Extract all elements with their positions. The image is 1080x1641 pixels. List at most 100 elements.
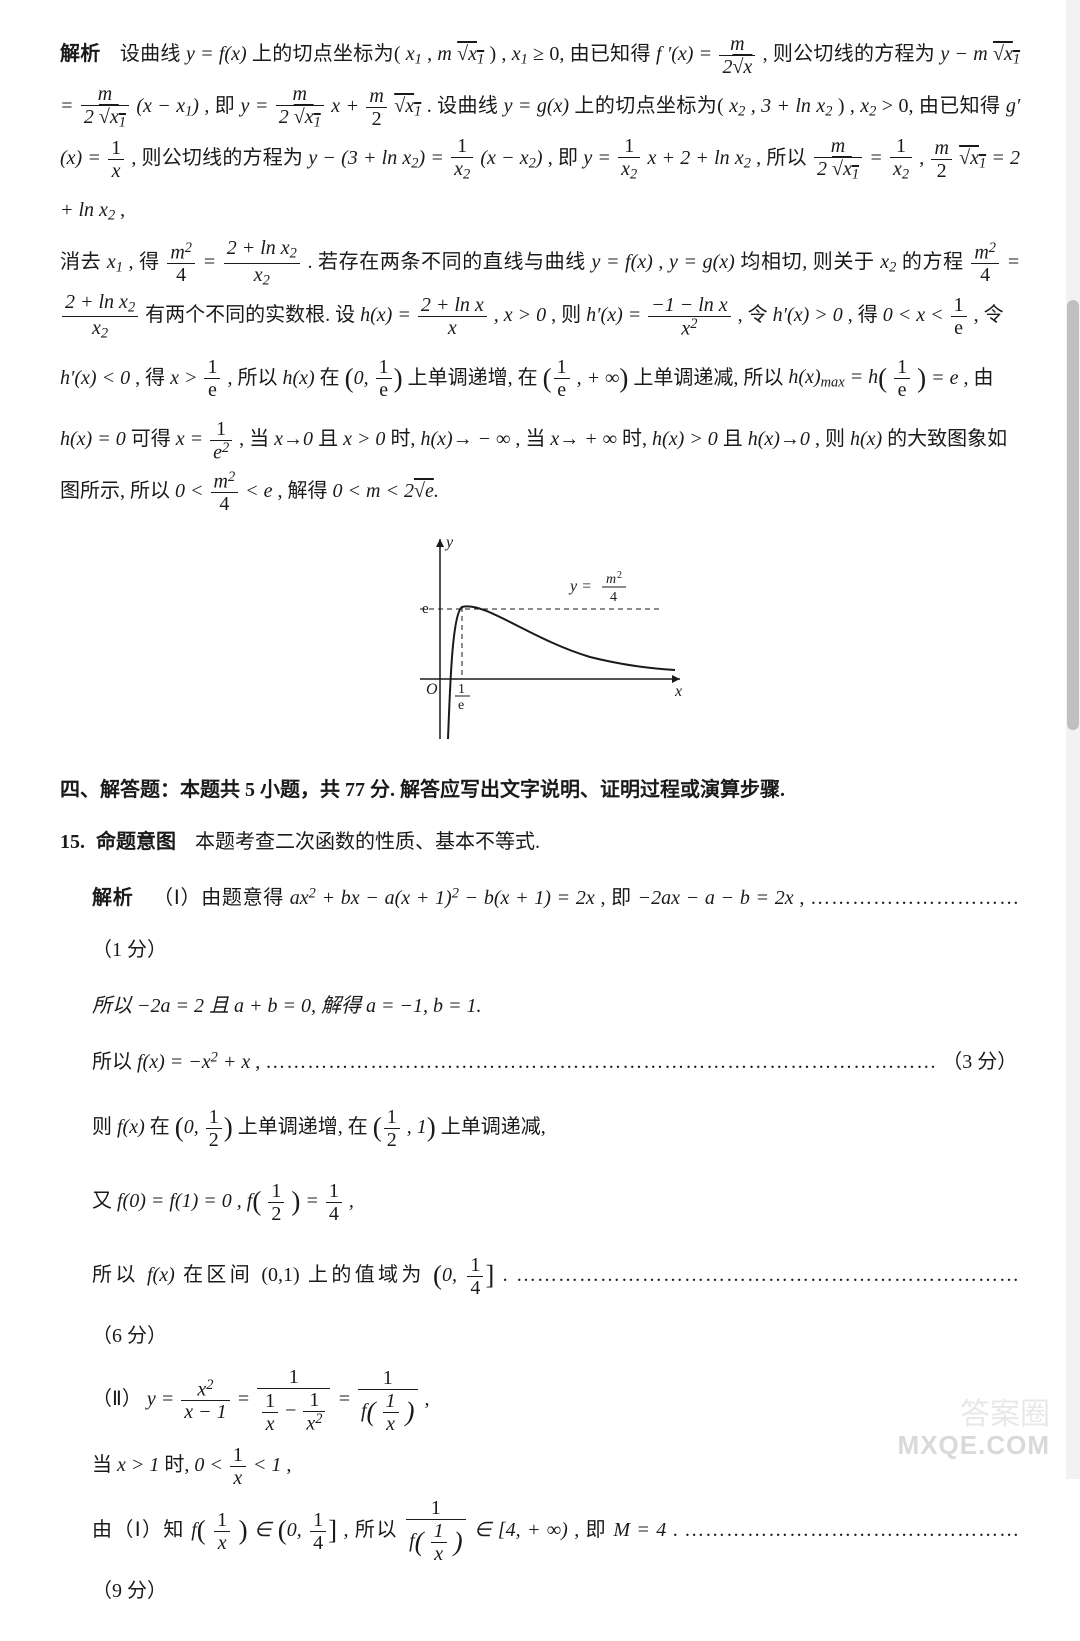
solution-label: 解析	[60, 43, 101, 65]
math: h′(x) > 0	[773, 304, 843, 326]
text: , 即	[548, 147, 584, 169]
intent-label: 命题意图	[96, 831, 176, 853]
text: ,	[120, 199, 125, 221]
text: , 所以	[227, 366, 282, 388]
dots: …………………………………………	[684, 1504, 1020, 1556]
text: 图所示, 所以	[60, 480, 175, 502]
fraction: m2√x	[719, 33, 755, 78]
svg-text:y: y	[444, 534, 454, 551]
text: ,	[425, 1388, 430, 1410]
math: x2	[860, 95, 876, 117]
math: 0,	[184, 1116, 204, 1138]
text: 时,	[390, 428, 415, 450]
text: , 当	[515, 428, 545, 450]
math: 0,	[354, 366, 374, 388]
text: , 得	[848, 304, 883, 326]
fraction: m2	[931, 137, 951, 182]
fraction: 11x − 1x2	[257, 1366, 330, 1434]
math: h(x)max = h	[788, 366, 878, 388]
fraction: 1x	[230, 1444, 246, 1489]
math: f ′(x) =	[656, 43, 717, 65]
fraction: 1x2	[618, 135, 640, 183]
math: y − (3 + ln x2) =	[308, 147, 449, 169]
math: x1	[512, 43, 528, 65]
fraction: m24	[167, 241, 195, 286]
math: ax2 + bx − a(x + 1)2 − b(x + 1) = 2x	[290, 887, 595, 909]
math: x2 , 3 + ln x2	[729, 95, 832, 117]
math: , x > 0	[494, 304, 546, 326]
math: ∈ [4, + ∞)	[474, 1519, 568, 1541]
text: ,	[286, 1454, 291, 1476]
math: x >	[170, 366, 202, 388]
math: =	[237, 1388, 256, 1410]
text: 的大致图象如	[887, 428, 1007, 450]
fraction: m24	[971, 241, 999, 286]
text: （Ⅰ）由题意得	[153, 887, 290, 909]
text: , 则	[815, 428, 850, 450]
math: f(x)	[117, 1116, 145, 1138]
text: 的方程	[902, 251, 964, 273]
text: , 解得	[278, 480, 333, 502]
svg-text:m: m	[606, 572, 616, 587]
q15-line1: 解析 （Ⅰ）由题意得 ax2 + bx − a(x + 1)2 − b(x + …	[92, 872, 1020, 976]
text: , 则公切线的方程为	[131, 147, 308, 169]
text: .	[673, 1519, 684, 1541]
math: 所以 −2a = 2 且 a + b = 0, 解得 a = −1, b = 1…	[92, 995, 481, 1017]
scrollbar-thumb[interactable]	[1067, 300, 1079, 730]
q15-line6: 所以 f(x) 在区间 (0,1) 上的值域为 (0, 14] . …………………	[92, 1240, 1020, 1362]
q15-line4: 则 f(x) 在 (0, 12) 上单调递增, 在 (12 , 1) 上单调递减…	[92, 1092, 1020, 1162]
q15-line2: 所以 −2a = 2 且 a + b = 0, 解得 a = −1, b = 1…	[92, 980, 1020, 1032]
fraction: x2x − 1	[181, 1378, 229, 1423]
fraction: 2 + ln x2x2	[62, 291, 138, 343]
math: 0,	[442, 1264, 465, 1286]
math: , + ∞	[572, 366, 620, 388]
math: y =	[241, 95, 274, 117]
math: h(x)	[282, 366, 314, 388]
math: ∈	[254, 1519, 278, 1541]
text: 上单调递增, 在	[238, 1116, 368, 1138]
text: 时,	[164, 1454, 194, 1476]
q15-line3: 所以 f(x) = −x2 + x , ………………………………………………………	[92, 1036, 1020, 1088]
math: f(x)	[147, 1264, 175, 1286]
math: x =	[176, 428, 208, 450]
math: =	[337, 1388, 356, 1410]
math: 0 < m < 2√e.	[333, 480, 439, 502]
math: x +	[331, 95, 364, 117]
fraction: 12	[206, 1106, 222, 1151]
math: f(0) = f(1) = 0 , f	[117, 1190, 252, 1212]
fraction: 1f( 1x )	[358, 1367, 418, 1435]
dots: ……………………………………………………………………………………	[265, 1036, 937, 1088]
fraction: 1x	[214, 1509, 230, 1554]
text: ≥ 0, 由已知得	[533, 43, 656, 65]
math: y =	[147, 1388, 179, 1410]
math: f(x) = −x2 + x	[137, 1051, 250, 1073]
math: x1 , m √x1	[406, 43, 484, 65]
math: x→0	[274, 428, 313, 450]
graph-figure: O x y e 1 e y = m 2 4	[60, 529, 1020, 755]
fraction: 1e	[951, 294, 967, 339]
fraction: −1 − ln xx2	[648, 294, 730, 339]
q15-line8: 当 x > 1 时, 0 < 1x < 1 ,	[92, 1439, 1020, 1491]
points-9: （9 分）	[92, 1580, 167, 1602]
dots: ………………………………………………………………	[516, 1249, 1020, 1301]
math: = e	[926, 366, 958, 388]
math: x > 0	[343, 428, 385, 450]
math: h(x)→ − ∞	[420, 428, 510, 450]
math: y = g(x)	[504, 95, 569, 117]
fraction: m2 √x1	[81, 83, 129, 131]
math: y =	[583, 147, 616, 169]
text: , 即	[600, 887, 637, 909]
points-1: （1 分）	[92, 939, 167, 961]
fraction: 1e	[554, 356, 570, 401]
q15-line5: 又 f(0) = f(1) = 0 , f( 12 ) = 14 ,	[92, 1166, 1020, 1236]
math: h′(x) =	[586, 304, 646, 326]
text: 有两个不同的实数根. 设	[145, 304, 360, 326]
scrollbar-track[interactable]	[1066, 0, 1080, 1479]
fraction: 1f( 1x )	[406, 1497, 466, 1565]
solution-block: 解析 设曲线 y = f(x) 上的切点坐标为( x1 , m √x1 ) , …	[60, 28, 1020, 517]
fraction: 1x2	[451, 135, 473, 183]
math: , 1	[402, 1116, 427, 1138]
text: ) ,	[838, 95, 855, 117]
fraction: 1x2	[890, 135, 912, 183]
math: (x − x2)	[480, 147, 542, 169]
